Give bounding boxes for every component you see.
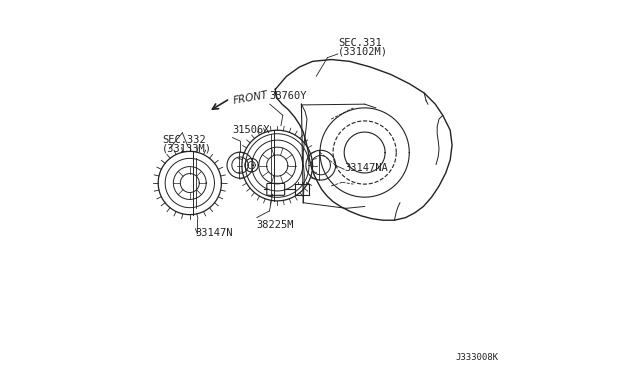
Text: 31506X: 31506X bbox=[232, 125, 270, 135]
Text: J333008K: J333008K bbox=[456, 353, 499, 362]
Text: SEC.332: SEC.332 bbox=[162, 135, 205, 145]
Text: FRONT: FRONT bbox=[232, 89, 269, 106]
Text: (33133M): (33133M) bbox=[162, 143, 212, 153]
Text: 33147N: 33147N bbox=[195, 228, 233, 238]
Text: 3B760Y: 3B760Y bbox=[270, 91, 307, 101]
Text: (33102M): (33102M) bbox=[338, 46, 388, 57]
Text: 33147NA: 33147NA bbox=[344, 163, 388, 173]
Text: SEC.331: SEC.331 bbox=[338, 38, 381, 48]
Text: 38225M: 38225M bbox=[257, 220, 294, 230]
